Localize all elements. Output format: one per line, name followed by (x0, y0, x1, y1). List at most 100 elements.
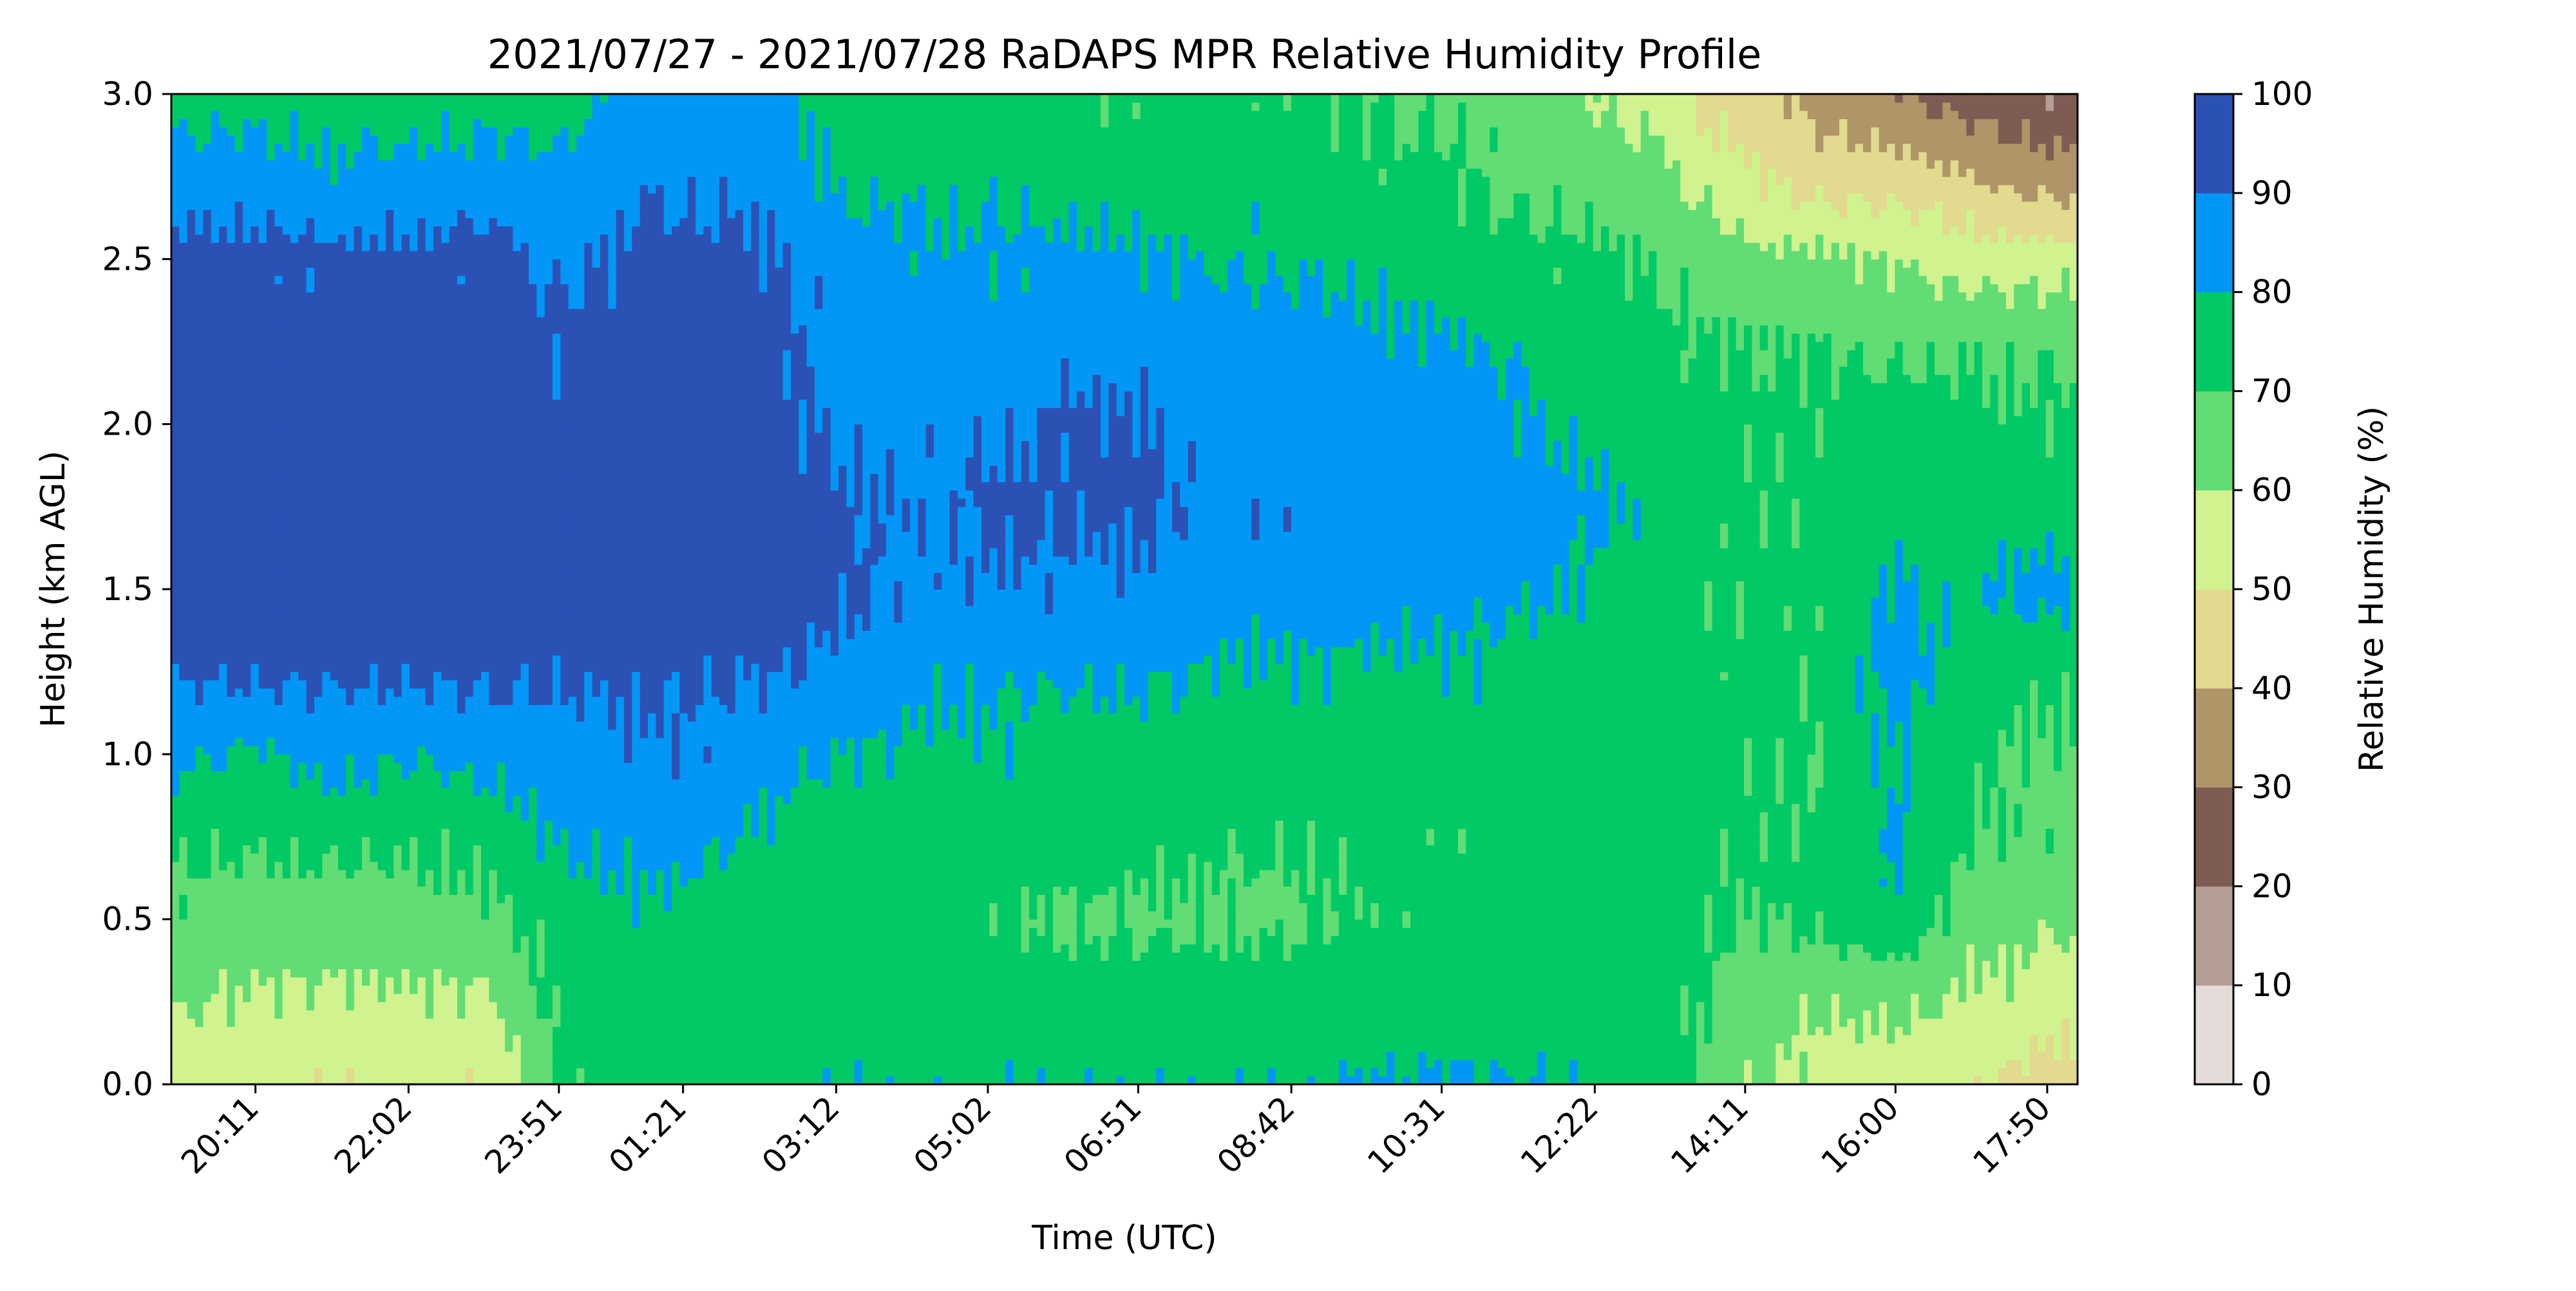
contour-cell (211, 259, 220, 267)
contour-cell (298, 226, 307, 234)
contour-cell (362, 804, 370, 812)
contour-cell (465, 416, 473, 424)
contour-cell (330, 185, 339, 193)
contour-cell (481, 466, 489, 474)
contour-cell (314, 1010, 323, 1019)
contour-cell (457, 284, 466, 292)
contour-cell (322, 325, 330, 334)
contour-cell (227, 325, 235, 334)
contour-cell (187, 622, 196, 630)
contour-cell (171, 218, 180, 226)
contour-cell (322, 474, 330, 482)
contour-cell (473, 969, 482, 977)
contour-cell (346, 680, 354, 688)
contour-cell (481, 919, 489, 928)
contour-cell (219, 754, 227, 762)
contour-cell (354, 837, 363, 845)
contour-cell (497, 515, 506, 523)
contour-cell (481, 837, 489, 845)
contour-cell (227, 961, 235, 969)
contour-cell (378, 598, 386, 606)
contour-cell (243, 985, 251, 994)
contour-cell (338, 251, 346, 259)
contour-cell (171, 416, 180, 424)
contour-cell (465, 862, 473, 870)
contour-cell (314, 334, 323, 342)
contour-cell (251, 606, 259, 614)
contour-cell (219, 936, 227, 944)
contour-cell (346, 1068, 354, 1076)
contour-cell (314, 383, 323, 391)
contour-cell (393, 251, 402, 259)
contour-cell (290, 259, 299, 267)
contour-cell (393, 952, 402, 961)
contour-cell (235, 870, 243, 878)
contour-cell (386, 622, 394, 630)
contour-cell (378, 416, 386, 424)
contour-cell (393, 176, 402, 185)
contour-cell (307, 886, 315, 894)
contour-cell (330, 300, 339, 308)
contour-cell (251, 408, 259, 416)
contour-cell (386, 639, 394, 647)
contour-cell (203, 622, 211, 630)
contour-cell (227, 606, 235, 614)
contour-cell (338, 606, 346, 614)
contour-cell (227, 251, 235, 259)
contour-cell (481, 540, 489, 548)
contour-cell (386, 466, 394, 474)
contour-cell (227, 614, 235, 622)
contour-cell (187, 358, 196, 366)
contour-cell (195, 259, 204, 267)
contour-cell (187, 639, 196, 647)
contour-cell (227, 969, 235, 977)
contour-cell (450, 927, 458, 936)
contour-cell (187, 185, 196, 193)
contour-cell (195, 1018, 204, 1026)
contour-cell (354, 1018, 363, 1026)
contour-cell (235, 432, 243, 440)
contour-cell (362, 845, 370, 853)
contour-cell (489, 894, 497, 903)
contour-cell (227, 168, 235, 176)
contour-cell (473, 606, 482, 614)
contour-cell (497, 540, 506, 548)
contour-cell (243, 102, 251, 111)
contour-cell (251, 977, 259, 985)
contour-cell (259, 292, 267, 301)
contour-cell (171, 276, 180, 284)
contour-cell (203, 754, 211, 762)
contour-cell (235, 688, 243, 697)
contour-cell (251, 507, 259, 515)
contour-cell (338, 894, 346, 903)
contour-cell (235, 894, 243, 903)
contour-cell (267, 523, 275, 531)
contour-cell (457, 416, 466, 424)
contour-cell (330, 507, 339, 515)
contour-cell (314, 457, 323, 466)
contour-cell (378, 556, 386, 565)
contour-cell (243, 730, 251, 738)
contour-cell (211, 176, 220, 185)
contour-cell (171, 614, 180, 622)
contour-cell (465, 655, 473, 664)
contour-cell (346, 565, 354, 573)
contour-cell (314, 308, 323, 317)
contour-cell (417, 870, 426, 878)
contour-cell (489, 94, 497, 102)
contour-cell (298, 845, 307, 853)
contour-cell (274, 779, 283, 787)
contour-cell (386, 944, 394, 952)
contour-cell (322, 259, 330, 267)
contour-cell (417, 894, 426, 903)
contour-cell (283, 1035, 291, 1043)
contour-cell (251, 721, 259, 730)
contour-cell (283, 276, 291, 284)
contour-cell (251, 820, 259, 829)
contour-cell (338, 474, 346, 482)
contour-cell (322, 334, 330, 342)
contour-cell (393, 697, 402, 705)
contour-cell (370, 639, 378, 647)
contour-cell (227, 556, 235, 565)
contour-cell (410, 243, 418, 251)
